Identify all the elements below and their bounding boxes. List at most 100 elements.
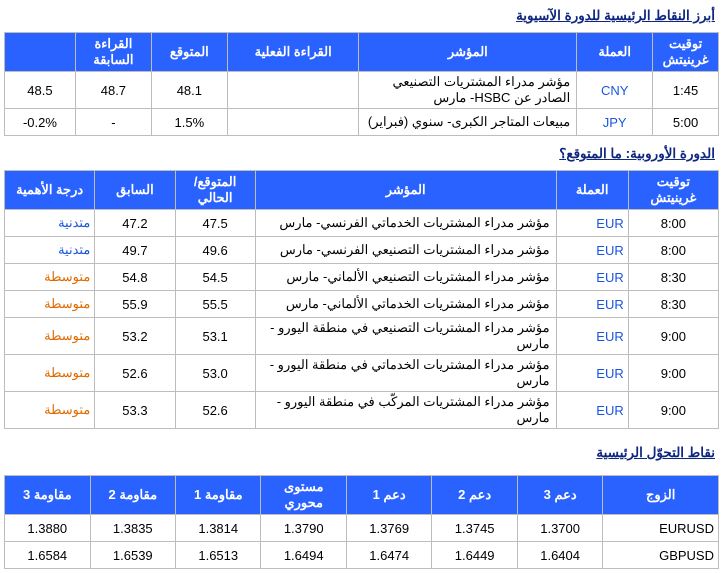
th-importance: درجة الأهمية	[5, 171, 95, 210]
cell-time: 8:30	[628, 291, 718, 318]
table-row: GBPUSD1.64041.64491.64741.64941.65131.65…	[5, 542, 719, 569]
cell-pair: EURUSD	[603, 515, 719, 542]
th-ccy: العملة	[556, 171, 628, 210]
cell-time: 8:00	[628, 237, 718, 264]
cell-s1: 1.6474	[346, 542, 431, 569]
cell-previous: -	[75, 109, 151, 136]
cell-indicator: مؤشر مدراء المشتريات المركّب في منطقة ال…	[255, 392, 556, 429]
cell-time: 5:00	[653, 109, 719, 136]
cell-time: 9:00	[628, 318, 718, 355]
cell-r1: 1.6513	[176, 542, 261, 569]
th-r3: مقاومة 3	[5, 476, 91, 515]
pivot-heading: نقاط التحوّل الرئيسية	[4, 441, 719, 469]
table-row: 5:00JPYمبيعات المتاجر الكبرى- سنوي (فبرا…	[5, 109, 719, 136]
th-s1: دعم 1	[346, 476, 431, 515]
cell-importance: متوسطة	[5, 392, 95, 429]
cell-previous: 53.3	[95, 392, 175, 429]
th-time: توقيت غرينيتش	[653, 33, 719, 72]
table-row: 8:30EURمؤشر مدراء المشتريات التصنيعي الأ…	[5, 264, 719, 291]
table-row: 9:00EURمؤشر مدراء المشتريات المركّب في م…	[5, 392, 719, 429]
table-row: 8:00EURمؤشر مدراء المشتريات التصنيعي الف…	[5, 237, 719, 264]
th-indicator: المؤشر	[359, 33, 577, 72]
th-ccy: العملة	[577, 33, 653, 72]
asian-heading: أبرز النقاط الرئيسية للدورة الآسيوية	[4, 4, 719, 32]
th-forecast: المتوقع	[151, 33, 227, 72]
cell-r3: 1.3880	[5, 515, 91, 542]
cell-forecast: 53.1	[175, 318, 255, 355]
cell-forecast: 1.5%	[151, 109, 227, 136]
cell-forecast: 54.5	[175, 264, 255, 291]
cell-ccy: EUR	[556, 291, 628, 318]
th-blank	[5, 33, 76, 72]
cell-importance: متدنية	[5, 237, 95, 264]
cell-previous: 54.8	[95, 264, 175, 291]
th-forecast: المتوقع/ الحالي	[175, 171, 255, 210]
cell-importance: متوسطة	[5, 291, 95, 318]
cell-importance: متوسطة	[5, 318, 95, 355]
cell-ccy: EUR	[556, 210, 628, 237]
cell-s3: 1.3700	[517, 515, 602, 542]
cell-importance: متوسطة	[5, 355, 95, 392]
cell-s3: 1.6404	[517, 542, 602, 569]
cell-previous: 48.7	[75, 72, 151, 109]
cell-time: 8:30	[628, 264, 718, 291]
table-row: 9:00EURمؤشر مدراء المشتريات التصنيعي في …	[5, 318, 719, 355]
cell-previous: 55.9	[95, 291, 175, 318]
table-row: 9:00EURمؤشر مدراء المشتريات الخدماتي في …	[5, 355, 719, 392]
cell-previous: 52.6	[95, 355, 175, 392]
cell-pivot: 1.6494	[261, 542, 346, 569]
table-row: 8:00EURمؤشر مدراء المشتريات الخدماتي الف…	[5, 210, 719, 237]
th-r2: مقاومة 2	[90, 476, 175, 515]
cell-importance: متوسطة	[5, 264, 95, 291]
cell-indicator: مبيعات المتاجر الكبرى- سنوي (فبراير)	[359, 109, 577, 136]
th-previous: القراءة السابقة	[75, 33, 151, 72]
asian-table: توقيت غرينيتش العملة المؤشر القراءة الفع…	[4, 32, 719, 136]
th-previous: السابق	[95, 171, 175, 210]
table-row: 1:45CNYمؤشر مدراء المشتريات التصنيعي الص…	[5, 72, 719, 109]
cell-indicator: مؤشر مدراء المشتريات الخدماتي الفرنسي- م…	[255, 210, 556, 237]
table-row: 8:30EURمؤشر مدراء المشتريات الخدماتي الأ…	[5, 291, 719, 318]
cell-forecast: 52.6	[175, 392, 255, 429]
table-row: EURUSD1.37001.37451.37691.37901.38141.38…	[5, 515, 719, 542]
cell-indicator: مؤشر مدراء المشتريات التصنيعي الصادر عن …	[359, 72, 577, 109]
cell-pair: GBPUSD	[603, 542, 719, 569]
cell-extra: -0.2%	[5, 109, 76, 136]
cell-previous: 53.2	[95, 318, 175, 355]
cell-extra: 48.5	[5, 72, 76, 109]
cell-ccy: EUR	[556, 264, 628, 291]
cell-time: 9:00	[628, 392, 718, 429]
cell-indicator: مؤشر مدراء المشتريات التصنيعي الفرنسي- م…	[255, 237, 556, 264]
cell-forecast: 49.6	[175, 237, 255, 264]
cell-r2: 1.3835	[90, 515, 175, 542]
cell-r1: 1.3814	[176, 515, 261, 542]
cell-forecast: 48.1	[151, 72, 227, 109]
asian-thead: توقيت غرينيتش العملة المؤشر القراءة الفع…	[5, 33, 719, 72]
th-s3: دعم 3	[517, 476, 602, 515]
pivot-table: الزوج دعم 3 دعم 2 دعم 1 مستوى محوري مقاو…	[4, 475, 719, 569]
cell-forecast: 55.5	[175, 291, 255, 318]
cell-ccy: EUR	[556, 237, 628, 264]
cell-ccy: JPY	[577, 109, 653, 136]
th-r1: مقاومة 1	[176, 476, 261, 515]
th-indicator: المؤشر	[255, 171, 556, 210]
cell-forecast: 47.5	[175, 210, 255, 237]
cell-time: 9:00	[628, 355, 718, 392]
european-table: توقيت غرينيتش العملة المؤشر المتوقع/ الح…	[4, 170, 719, 429]
european-heading: الدورة الأوروبية: ما المتوقع؟	[4, 142, 719, 170]
cell-time: 1:45	[653, 72, 719, 109]
cell-s2: 1.6449	[432, 542, 517, 569]
cell-ccy: EUR	[556, 355, 628, 392]
cell-r2: 1.6539	[90, 542, 175, 569]
cell-actual	[227, 72, 359, 109]
cell-forecast: 53.0	[175, 355, 255, 392]
cell-ccy: EUR	[556, 318, 628, 355]
th-pair: الزوج	[603, 476, 719, 515]
cell-ccy: CNY	[577, 72, 653, 109]
cell-r3: 1.6584	[5, 542, 91, 569]
cell-indicator: مؤشر مدراء المشتريات التصنيعي الألماني- …	[255, 264, 556, 291]
cell-s1: 1.3769	[346, 515, 431, 542]
cell-previous: 49.7	[95, 237, 175, 264]
th-time: توقيت غرينيتش	[628, 171, 718, 210]
cell-indicator: مؤشر مدراء المشتريات الخدماتي في منطقة ا…	[255, 355, 556, 392]
cell-s2: 1.3745	[432, 515, 517, 542]
